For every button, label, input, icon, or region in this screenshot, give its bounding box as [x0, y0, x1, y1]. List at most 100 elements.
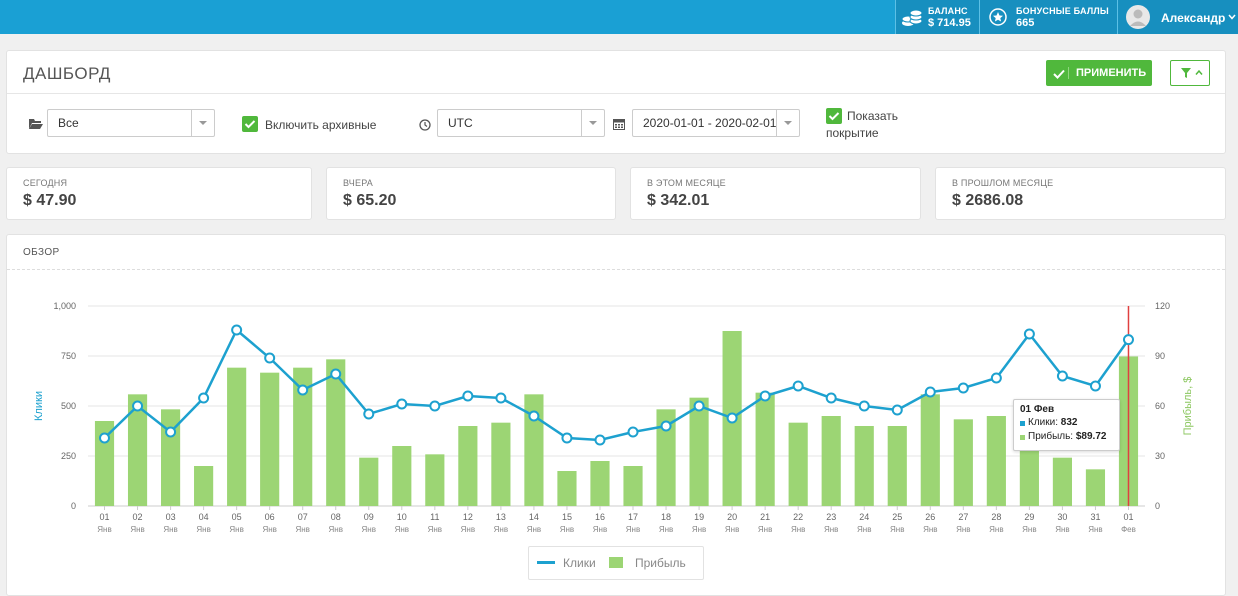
x-tick-day: 13 — [496, 512, 506, 522]
y-tick-label: 1,000 — [53, 301, 76, 311]
profit-bar — [524, 394, 544, 506]
clicks-point — [1089, 380, 1101, 392]
divider — [895, 0, 896, 34]
timezone-select[interactable]: UTC — [437, 109, 605, 137]
legend-profit-label[interactable]: Прибыль — [635, 556, 686, 570]
x-tick-month: Янв — [196, 525, 210, 534]
x-tick-month: Янв — [461, 525, 475, 534]
clicks-point — [858, 400, 870, 412]
clicks-point — [429, 400, 441, 412]
x-tick-month: Янв — [428, 525, 442, 534]
apply-button-label: ПРИМЕНИТЬ — [1076, 67, 1147, 79]
x-tick-day: 01 — [1123, 512, 1133, 522]
x-tick-day: 08 — [331, 512, 341, 522]
legend-clicks-swatch — [537, 561, 555, 564]
stat-value: $ 65.20 — [343, 192, 397, 209]
user-name: Александр — [1161, 11, 1226, 25]
apply-button[interactable]: ПРИМЕНИТЬ — [1046, 60, 1152, 86]
divider — [7, 93, 1225, 94]
x-tick-month: Янв — [262, 525, 276, 534]
date-range-picker[interactable]: 2020-01-01 - 2020-02-01 — [632, 109, 800, 137]
x-tick-day: 27 — [958, 512, 968, 522]
top-bar: БАЛАНС $ 714.95 БОНУСНЫЕ БАЛЛЫ 665 Алекс… — [0, 0, 1238, 34]
profit-bar — [260, 372, 280, 506]
profit-bar — [854, 426, 874, 506]
account-summary — [895, 0, 1238, 34]
stat-label: В ПРОШЛОМ МЕСЯЦЕ — [952, 178, 1054, 188]
profit-bar — [590, 461, 610, 506]
profit-bar — [953, 419, 973, 506]
chart-legend: Клики Прибыль — [528, 546, 704, 580]
archive-checkbox[interactable] — [242, 116, 258, 132]
chevron-down-icon — [581, 110, 604, 136]
x-tick-month: Янв — [97, 525, 111, 534]
x-tick-month: Янв — [956, 525, 970, 534]
y2-tick-label: 0 — [1155, 501, 1160, 511]
clicks-point — [1023, 328, 1035, 340]
clicks-point — [891, 404, 903, 416]
divider — [979, 0, 980, 34]
x-tick-day: 01 — [100, 512, 110, 522]
chevron-down-icon — [1228, 14, 1236, 20]
balance-label: БАЛАНС — [928, 6, 968, 16]
tooltip-profit-row: Прибыль: $89.72 — [1028, 431, 1106, 442]
folder-open-icon — [29, 119, 43, 129]
folder-select[interactable]: Все — [47, 109, 215, 137]
x-tick-month: Янв — [626, 525, 640, 534]
x-tick-month: Фев — [1121, 525, 1136, 534]
x-tick-day: 31 — [1090, 512, 1100, 522]
chevron-down-icon — [191, 110, 214, 136]
x-tick-day: 30 — [1057, 512, 1067, 522]
profit-bar — [194, 466, 214, 506]
coverage-checkbox[interactable] — [826, 108, 842, 124]
x-tick-day: 02 — [133, 512, 143, 522]
x-tick-month: Янв — [725, 525, 739, 534]
profit-bar — [227, 367, 247, 506]
y-tick-label: 750 — [61, 351, 76, 361]
filter-icon — [1181, 68, 1191, 78]
x-tick-day: 19 — [694, 512, 704, 522]
stat-value: $ 2686.08 — [952, 192, 1024, 209]
user-menu[interactable]: Александр — [1124, 4, 1238, 30]
x-tick-day: 28 — [991, 512, 1001, 522]
stat-label: ВЧЕРА — [343, 178, 374, 188]
page-title: ДАШБОРД — [23, 64, 111, 83]
filter-toggle-button[interactable] — [1170, 60, 1210, 86]
balance-value: $ 714.95 — [928, 17, 971, 29]
clicks-point — [462, 390, 474, 402]
x-tick-day: 18 — [661, 512, 671, 522]
stat-card-this-month: В ЭТОМ МЕСЯЦЕ $ 342.01 — [630, 167, 921, 220]
x-tick-day: 14 — [529, 512, 539, 522]
profit-bar — [689, 397, 709, 506]
profit-bar — [821, 416, 841, 506]
dashboard-panel: ДАШБОРД ПРИМЕНИТЬ Все Включить архивные … — [6, 50, 1226, 154]
clicks-point — [231, 324, 243, 336]
clicks-point — [726, 412, 738, 424]
clicks-point — [825, 392, 837, 404]
x-tick-day: 04 — [199, 512, 209, 522]
tooltip-profit-label: Прибыль: — [1028, 431, 1074, 442]
y2-axis-ticks: 0 30 60 90 120 — [1155, 301, 1170, 511]
clicks-point — [495, 392, 507, 404]
profit-bar — [755, 392, 775, 506]
avatar — [1126, 5, 1150, 29]
tooltip-clicks-row: Клики: 832 — [1028, 417, 1077, 428]
clicks-point — [264, 352, 276, 364]
x-tick-month: Янв — [527, 525, 541, 534]
clicks-point — [198, 392, 210, 404]
profit-bar — [425, 454, 445, 506]
legend-clicks-label[interactable]: Клики — [563, 556, 596, 570]
divider — [1068, 67, 1069, 79]
clicks-point — [792, 380, 804, 392]
x-tick-month: Янв — [692, 525, 706, 534]
clicks-point — [990, 372, 1002, 384]
x-tick-month: Янв — [890, 525, 904, 534]
clicks-point — [957, 382, 969, 394]
x-tick-month: Янв — [494, 525, 508, 534]
tooltip-title: 01 Фев — [1020, 404, 1055, 415]
star-badge-icon — [989, 8, 1007, 26]
x-tick-day: 16 — [595, 512, 605, 522]
x-tick-day: 23 — [826, 512, 836, 522]
profit-bars — [94, 331, 1139, 506]
y-tick-label: 0 — [71, 501, 76, 511]
